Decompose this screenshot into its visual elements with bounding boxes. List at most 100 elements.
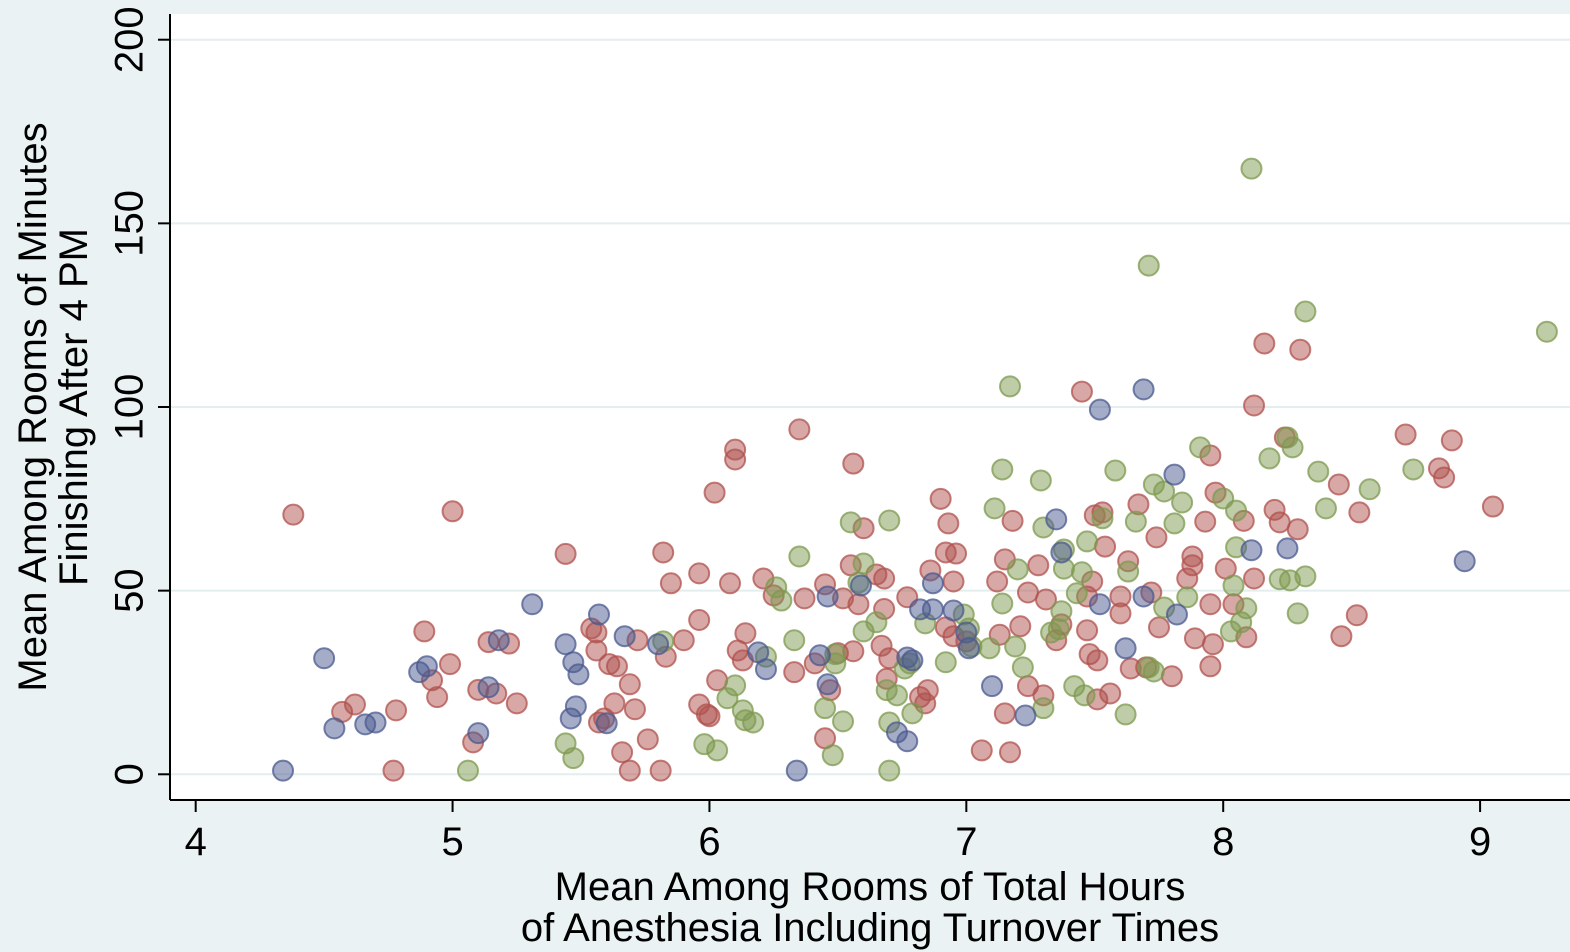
point	[896, 730, 919, 753]
point	[724, 448, 747, 471]
point	[839, 511, 862, 534]
point	[1009, 615, 1032, 638]
point	[272, 759, 295, 782]
point	[487, 629, 510, 652]
point	[991, 458, 1014, 481]
point	[618, 673, 641, 696]
point	[901, 702, 924, 725]
y-tick-label: 50	[108, 568, 152, 613]
x-tick-label: 8	[1212, 820, 1234, 864]
point	[816, 585, 839, 608]
point	[652, 541, 675, 564]
point	[1199, 655, 1222, 678]
point	[1289, 338, 1312, 361]
point	[785, 759, 808, 782]
point	[1194, 510, 1217, 533]
point	[1253, 332, 1276, 355]
point	[719, 572, 741, 595]
point	[567, 663, 590, 686]
point	[706, 739, 729, 762]
point	[1243, 567, 1266, 590]
point	[1394, 423, 1417, 446]
point	[1029, 469, 1052, 492]
point	[1117, 560, 1140, 583]
point	[808, 644, 831, 667]
point	[1286, 518, 1309, 541]
point	[957, 637, 980, 660]
point	[1235, 597, 1258, 620]
point	[788, 545, 811, 568]
point	[1402, 458, 1425, 481]
point	[521, 593, 544, 616]
point	[1222, 574, 1245, 597]
point	[1330, 625, 1353, 648]
point	[1276, 537, 1299, 560]
point	[1481, 495, 1504, 518]
point	[364, 711, 387, 734]
point	[929, 487, 952, 510]
point	[1047, 618, 1070, 641]
point	[983, 497, 1006, 520]
point	[647, 633, 670, 656]
point	[613, 625, 636, 648]
point	[734, 622, 757, 645]
point	[1045, 508, 1068, 531]
point	[1114, 703, 1137, 726]
point	[1243, 394, 1266, 417]
point	[850, 574, 873, 597]
point	[672, 629, 695, 652]
point	[937, 512, 960, 535]
point	[706, 669, 729, 692]
x-axis-label: Mean Among Rooms of Total Hours	[555, 865, 1186, 909]
point	[1001, 509, 1024, 532]
point	[439, 653, 461, 676]
point	[649, 759, 672, 782]
point	[793, 587, 816, 610]
point	[991, 592, 1014, 615]
y-tick-label: 100	[108, 374, 152, 441]
point	[477, 676, 500, 699]
point	[885, 684, 908, 707]
point	[842, 640, 865, 663]
point	[1314, 497, 1337, 520]
point	[1137, 254, 1160, 277]
point	[754, 658, 777, 681]
point	[945, 542, 968, 565]
point	[981, 675, 1004, 698]
point	[1281, 436, 1304, 459]
point	[1094, 535, 1117, 558]
point	[659, 572, 682, 595]
point	[816, 673, 839, 696]
point	[636, 728, 659, 751]
point	[415, 655, 438, 678]
point	[1070, 380, 1093, 403]
point	[1258, 447, 1281, 470]
point	[742, 711, 765, 734]
point	[901, 649, 924, 672]
point	[1014, 704, 1037, 727]
point	[554, 633, 577, 656]
x-tick-label: 6	[698, 820, 720, 864]
point	[788, 418, 811, 441]
point	[1050, 541, 1073, 564]
point	[1433, 466, 1456, 489]
point	[1358, 478, 1381, 501]
point	[1011, 656, 1034, 679]
point	[970, 739, 993, 762]
point	[1004, 635, 1027, 658]
point	[832, 710, 855, 733]
point	[282, 503, 305, 526]
point	[1034, 588, 1057, 611]
point	[554, 542, 577, 565]
point	[1147, 616, 1170, 639]
point	[603, 692, 626, 715]
point	[916, 679, 939, 702]
point	[986, 570, 1009, 593]
point	[847, 593, 870, 616]
point	[1076, 530, 1099, 553]
point	[564, 695, 587, 718]
y-axis-label: Finishing After 4 PM	[52, 228, 96, 586]
point	[1050, 600, 1073, 623]
point	[783, 661, 806, 684]
point	[313, 647, 336, 670]
